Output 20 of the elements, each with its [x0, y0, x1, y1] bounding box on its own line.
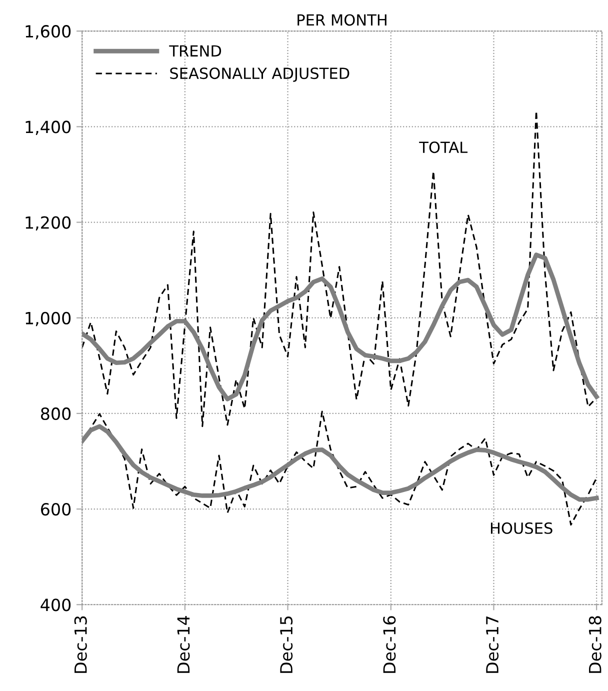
annotation: HOUSES	[490, 522, 552, 534]
x-tick-label: Dec-13	[74, 616, 87, 673]
x-tick-label: Dec-14	[177, 616, 190, 673]
y-tick-label: 1,400	[26, 120, 71, 135]
y-tick-label: 1,600	[26, 25, 71, 40]
y-tick-label: 1,000	[26, 312, 71, 326]
x-tick-label: Dec-16	[383, 616, 396, 673]
x-tick-label: Dec-15	[280, 616, 293, 673]
legend-label: TREND	[169, 45, 222, 56]
y-tick-label: 600	[41, 503, 71, 516]
annotation: TOTAL	[419, 142, 468, 154]
x-tick-label: Dec-18	[588, 616, 602, 673]
y-tick-label: 400	[40, 598, 71, 612]
x-tick-label: Dec-17	[486, 616, 499, 673]
y-tick-label: 800	[40, 407, 71, 420]
line-series	[82, 424, 599, 502]
line-series	[82, 252, 599, 402]
legend-label: SEASONALLY ADJUSTED	[170, 68, 350, 82]
y-tick-label: 1,200	[26, 216, 71, 231]
chart-title: PER MONTH	[298, 14, 386, 26]
